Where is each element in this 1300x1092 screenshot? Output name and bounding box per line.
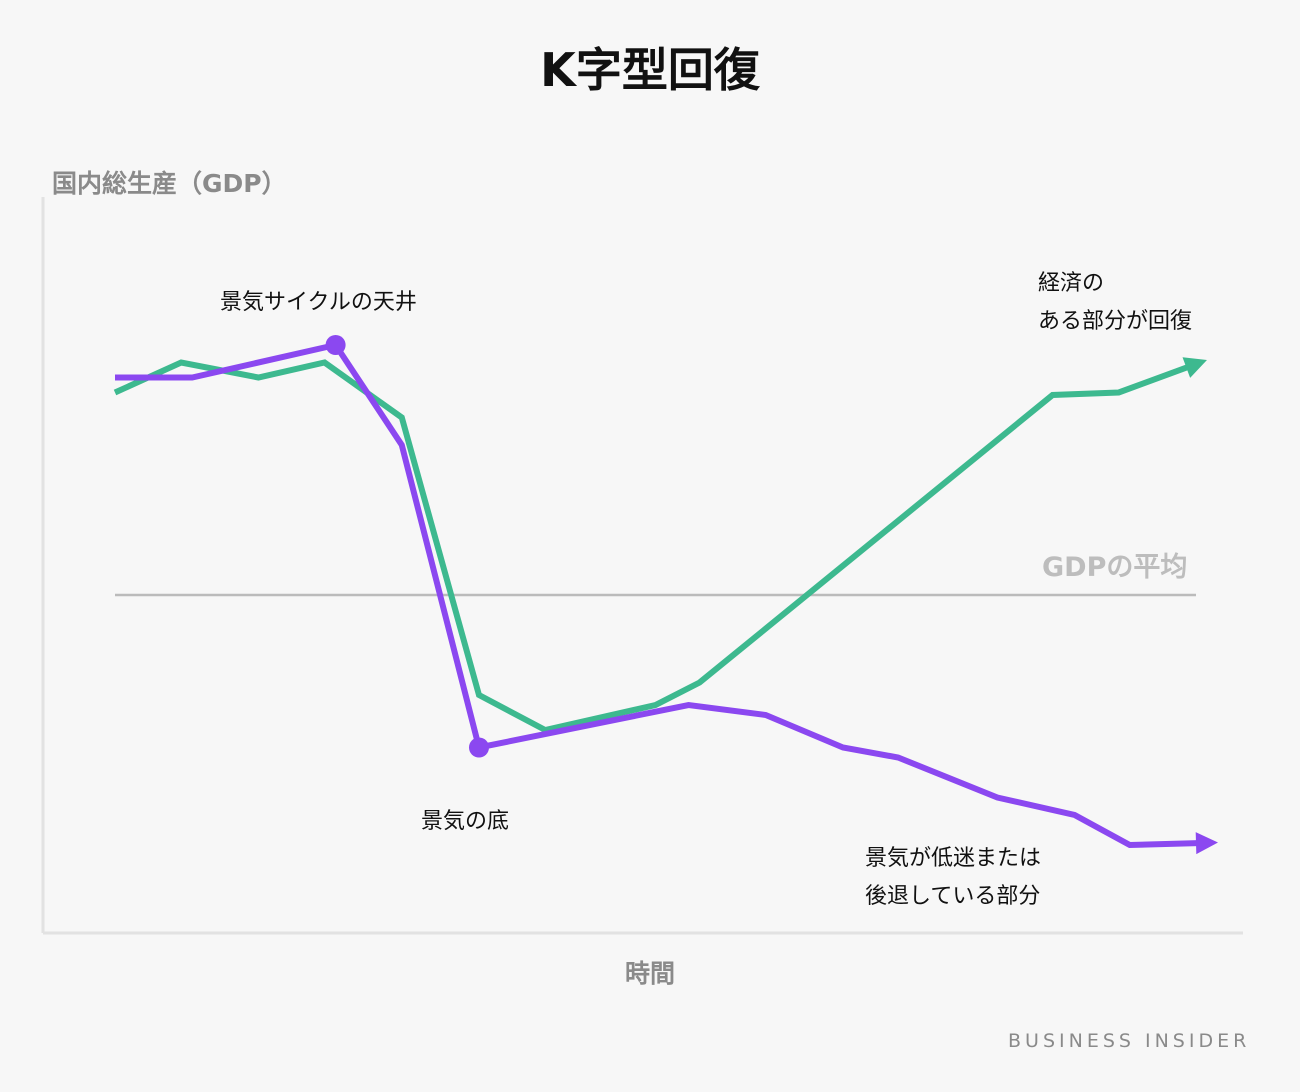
annotation-declining: 景気が低迷または 後退している部分 [865, 840, 1041, 916]
arrowhead-icon-recovering [1182, 357, 1207, 378]
annotation-declining-line1: 景気が低迷または [865, 846, 1042, 871]
point-marker-declining [468, 737, 489, 758]
business-insider-logo: BUSINESS INSIDER [1008, 1030, 1251, 1052]
x-axis-label: 時間 [624, 959, 675, 988]
arrowhead-icon-declining [1195, 832, 1218, 855]
annotation-recovering-line2: ある部分が回復 [1038, 309, 1193, 334]
annotation-trough: 景気の底 [421, 809, 510, 834]
annotation-peak: 景気サイクルの天井 [220, 290, 417, 315]
point-marker-declining [325, 335, 346, 355]
y-axis-label: 国内総生産（GDP） [52, 169, 287, 198]
annotation-declining-line2: 後退している部分 [865, 884, 1041, 909]
gdp-average-label: GDPの平均 [1042, 552, 1188, 583]
annotation-recovering-line1: 経済の [1038, 271, 1105, 296]
chart-title: K字型回復 [540, 43, 760, 97]
series-line-recovering [113, 359, 1193, 734]
annotation-recovering: 経済の ある部分が回復 [1038, 265, 1192, 341]
